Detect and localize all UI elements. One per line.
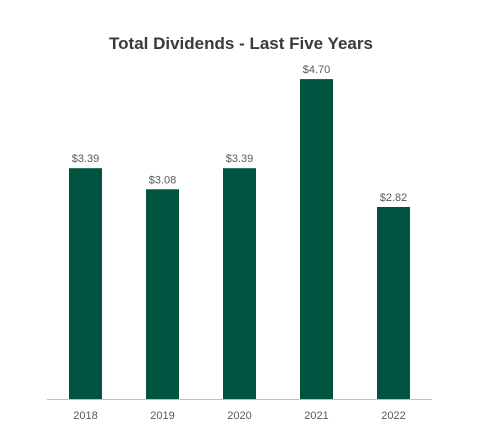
x-tick-label-2018: 2018	[73, 410, 97, 422]
x-tick-label-2020: 2020	[227, 410, 251, 422]
bar-2019	[146, 189, 179, 399]
bar-2021	[300, 79, 333, 399]
data-label-2018: $3.39	[72, 153, 100, 165]
x-tick-label-2022: 2022	[381, 410, 405, 422]
bar-2018	[69, 168, 102, 399]
x-tick-label-2019: 2019	[150, 410, 174, 422]
bar-2022	[377, 207, 410, 399]
data-label-2020: $3.39	[226, 153, 254, 165]
x-tick-label-2021: 2021	[304, 410, 328, 422]
data-label-2021: $4.70	[303, 64, 331, 76]
data-label-2019: $3.08	[149, 174, 177, 186]
chart-title: Total Dividends - Last Five Years	[109, 34, 373, 53]
data-label-2022: $2.82	[380, 192, 408, 204]
bar-2020	[223, 168, 256, 399]
